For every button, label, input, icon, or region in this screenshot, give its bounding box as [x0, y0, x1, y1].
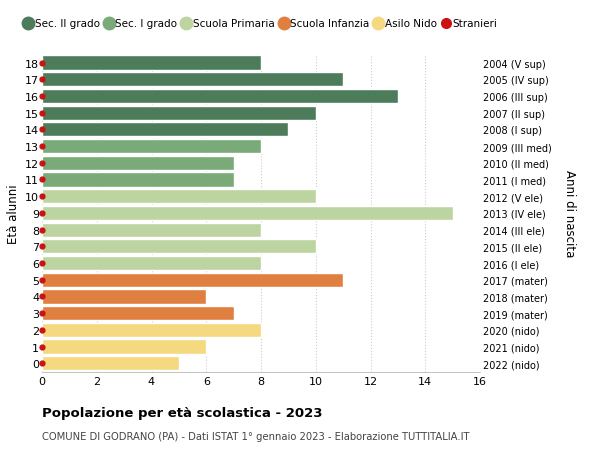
Legend: Sec. II grado, Sec. I grado, Scuola Primaria, Scuola Infanzia, Asilo Nido, Stran: Sec. II grado, Sec. I grado, Scuola Prim… [25, 19, 497, 29]
Bar [42, 56, 261, 71]
Bar [42, 340, 206, 354]
Bar [42, 290, 206, 304]
Bar [42, 356, 179, 370]
Y-axis label: Età alunni: Età alunni [7, 184, 20, 243]
Bar [42, 190, 316, 204]
Bar [42, 123, 289, 137]
Bar [42, 173, 233, 187]
Text: COMUNE DI GODRANO (PA) - Dati ISTAT 1° gennaio 2023 - Elaborazione TUTTITALIA.IT: COMUNE DI GODRANO (PA) - Dati ISTAT 1° g… [42, 431, 470, 442]
Bar [42, 157, 233, 170]
Bar [42, 223, 261, 237]
Bar [42, 207, 452, 220]
Bar [42, 257, 261, 270]
Bar [42, 240, 316, 254]
Bar [42, 90, 398, 104]
Bar [42, 273, 343, 287]
Y-axis label: Anni di nascita: Anni di nascita [563, 170, 575, 257]
Text: Popolazione per età scolastica - 2023: Popolazione per età scolastica - 2023 [42, 406, 323, 419]
Bar [42, 73, 343, 87]
Bar [42, 306, 233, 320]
Bar [42, 106, 316, 121]
Bar [42, 323, 261, 337]
Bar [42, 140, 261, 154]
